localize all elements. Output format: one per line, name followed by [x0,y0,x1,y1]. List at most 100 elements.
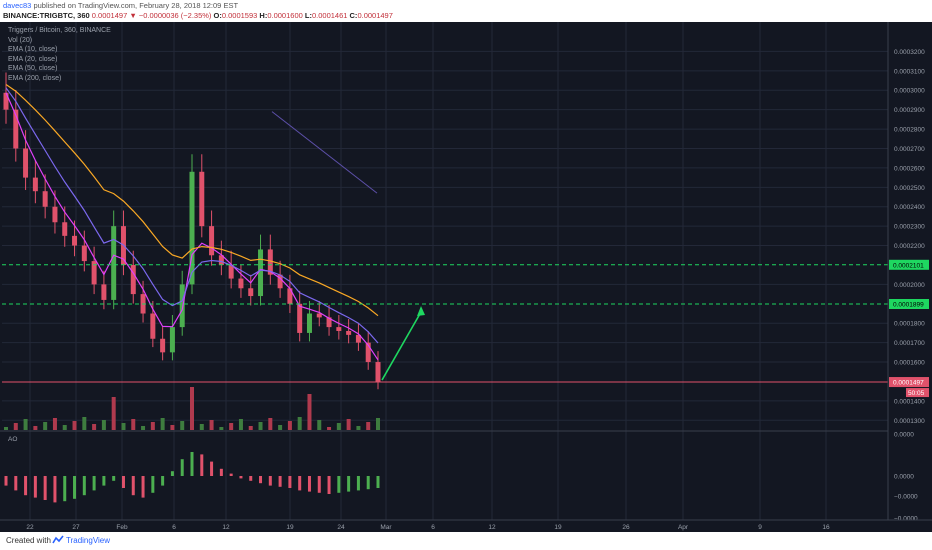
countdown-badge [906,388,929,398]
x-tick-label: 12 [488,524,496,531]
volume-bar [327,427,332,430]
ao-bar [102,476,106,486]
legend-ema10[interactable]: EMA (10, close) [8,46,58,53]
ao-bar [307,476,311,492]
price-chart-svg[interactable]: 0.0002101 0.0001899 0.0001497 50:05 AO 0.000… [0,22,932,532]
y-tick-label: 0.0002200 [894,243,925,250]
volume-bar [229,423,234,430]
y-tick-label: 0.0001700 [894,340,925,347]
ao-bar [180,459,184,476]
ao-bar [278,476,282,487]
x-tick-label: 9 [758,524,762,531]
volume-bar [111,397,116,430]
legend-vol[interactable]: Vol (20) [8,36,33,44]
ema50-line [5,84,379,317]
ao-bar [131,476,135,496]
ao-bar [53,476,57,503]
volume-bar [141,426,146,430]
ao-bar [121,476,125,488]
x-tick-label: 26 [622,524,630,531]
volume-bar [62,425,67,430]
volume-bar [356,426,361,430]
volume-bar [121,423,126,430]
volume-bar [297,417,302,430]
ema20-line [5,87,379,344]
level-price-label: 0.0002101 [893,262,924,269]
candle [306,313,312,333]
legend-ema50[interactable]: EMA (50, close) [8,65,58,72]
volume-bar [150,422,155,430]
chart-area[interactable]: 0.0002101 0.0001899 0.0001497 50:05 AO 0.000… [0,22,932,532]
y-tick-label: 0.0002700 [894,146,925,153]
ao-bar [259,476,263,484]
last-price-label: 0.0001497 [893,380,924,387]
candle [375,362,381,383]
candle [169,327,175,353]
ao-bar [151,476,155,493]
candle [42,191,48,207]
arrow-head[interactable] [417,305,425,316]
level-price-label: 0.0001899 [893,301,924,308]
tradingview-brand[interactable]: TradingView [66,536,111,545]
candle [209,226,215,256]
x-tick-label: 22 [26,524,34,531]
candle [326,317,332,328]
y-tick-label: 0.0001400 [894,398,925,405]
footer: Created with TradingView [0,532,932,550]
ao-bar [14,476,18,491]
symbol-label: BINANCE:TRIGBTC, 360 [3,11,90,20]
candle [179,284,185,328]
author-link[interactable]: davec83 [3,1,32,10]
x-tick-label: 27 [72,524,80,531]
volume-bar [72,421,77,430]
volume-bar [190,387,194,430]
created-with-text: Created with [6,536,51,545]
volume-bar [376,418,380,430]
legend-ema20[interactable]: EMA (20, close) [8,55,58,63]
candle [62,222,68,236]
ao-bar [4,476,8,486]
chart-header: davec83 published on TradingView.com, Fe… [0,0,932,22]
volume-bar [23,419,28,430]
y-tick-label: 0.0002800 [894,127,925,134]
candle [277,274,283,289]
ao-bar [161,476,165,486]
ao-label: AO [8,436,17,443]
volume-bar [336,423,341,430]
indicator-legend: Triggers / Bitcoin, 360, BINANCE Vol (20… [8,26,111,83]
volume-bar [238,419,243,430]
volume-bar [219,427,224,430]
candle [189,171,195,285]
arrow-line[interactable] [381,311,422,381]
ao-y-tick-label: 0.0000 [894,432,914,439]
y-tick-label: 0.0002300 [894,224,925,231]
ao-bar [210,461,214,476]
volume-bar [307,394,312,430]
countdown-label: 50:05 [908,390,925,397]
y-tick-label: 0.0003000 [894,88,925,95]
x-tick-label: 6 [431,524,435,531]
open-value: 0.0001593 [221,11,258,20]
x-tick-label: Mar [380,524,392,531]
x-tick-label: Apr [678,524,689,531]
ao-bar [43,476,47,500]
candle [3,92,9,110]
candle [160,338,166,353]
ao-bar [24,476,28,496]
ao-y-tick-label: 0.0000 [894,474,914,481]
legend-ema200[interactable]: EMA (200, close) [8,74,62,82]
x-tick-label: 16 [822,524,830,531]
volume-bar [268,418,273,430]
candle [355,334,361,343]
level-price-badge [889,259,929,270]
x-tick-label: 12 [222,524,230,531]
volume-bar [82,417,87,430]
candle [150,313,156,339]
ao-y-tick-label: −0.0000 [894,494,918,501]
ao-bar [288,476,292,488]
ao-bar [200,454,204,476]
x-tick-label: Feb [116,524,128,531]
legend-title[interactable]: Triggers / Bitcoin, 360, BINANCE [8,27,111,34]
trendline[interactable] [271,111,378,194]
ao-bar [337,476,341,493]
